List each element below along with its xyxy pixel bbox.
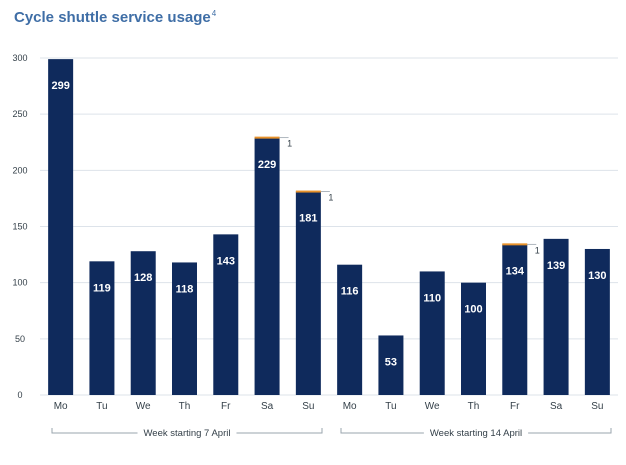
bar [295,191,321,395]
bar [172,262,197,395]
y-tick-label: 150 [12,222,27,232]
bar [89,261,115,395]
extra-segment [254,136,280,139]
y-tick-label: 50 [15,334,25,344]
extra-value-label: 1 [328,193,333,203]
x-tick-label: We [136,401,151,412]
x-tick-label: We [425,401,440,412]
bar-value-label: 119 [93,282,111,294]
x-tick-label: Sa [550,401,563,412]
y-tick-label: 250 [12,109,27,119]
bar [419,271,445,395]
x-tick-label: Th [468,401,480,412]
x-tick-label: Mo [343,401,357,412]
bar [378,335,404,395]
x-tick-label: Sa [261,401,274,412]
bar-value-label: 53 [385,356,397,368]
bar-value-label: 110 [423,292,441,304]
y-tick-label: 0 [17,390,22,400]
week-label-background [423,427,529,440]
y-tick-label: 200 [12,165,27,175]
bar [130,251,156,395]
x-tick-label: Fr [510,401,520,412]
bar [584,248,610,395]
bar [337,264,363,395]
y-tick-label: 300 [12,53,27,63]
bar-value-label: 181 [299,213,317,225]
week-label-background [137,427,237,440]
bar [502,244,528,395]
extra-segment [502,243,528,246]
extra-segment [295,190,321,193]
bar-value-label: 130 [588,270,606,282]
bar-value-label: 229 [258,159,276,171]
x-tick-label: Mo [54,401,68,412]
x-tick-label: Su [302,401,314,412]
week-group-label: Week starting 14 April [430,428,522,439]
bar [543,238,569,395]
bar [254,137,280,396]
bar [48,59,74,396]
bar-value-label: 134 [506,265,525,277]
x-tick-label: Th [179,401,191,412]
bar-value-label: 139 [547,260,565,272]
x-tick-label: Tu [385,401,396,412]
x-tick-label: Su [591,401,603,412]
extra-value-label: 1 [287,139,292,149]
bar-value-label: 100 [464,304,482,316]
bar-value-label: 299 [51,80,69,92]
week-group-label: Week starting 7 April [144,428,231,439]
bar-value-label: 116 [341,286,359,298]
title-footnote-marker: 4 [211,9,217,18]
chart-title: Cycle shuttle service usage4 [14,9,217,26]
x-tick-label: Tu [96,401,107,412]
bar [213,234,239,395]
bar-value-label: 128 [134,272,152,284]
x-tick-label: Fr [221,401,231,412]
y-tick-label: 100 [12,278,27,288]
bar-value-label: 118 [176,283,194,295]
extra-value-label: 1 [535,245,540,255]
bar-value-label: 143 [217,255,235,267]
bar [461,282,486,395]
